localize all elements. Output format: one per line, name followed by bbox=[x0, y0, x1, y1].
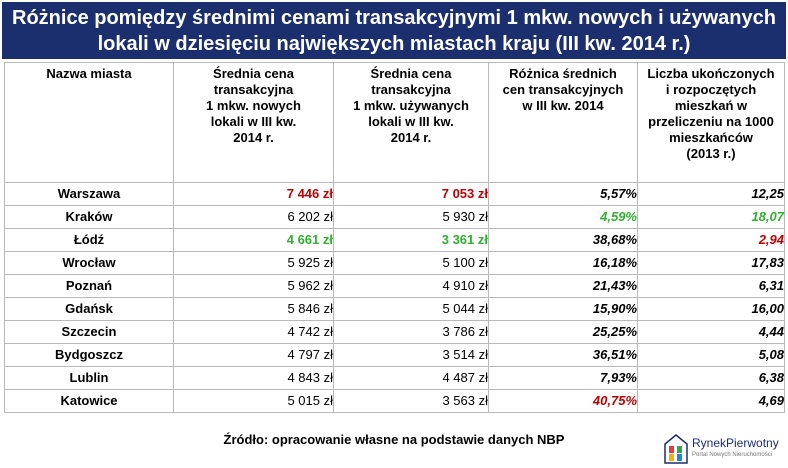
title-line-1: Różnice pomiędzy średnimi cenami transak… bbox=[12, 6, 776, 29]
table-row: Lublin 4 843 zł 4 487 zł 7,93% 6,38 bbox=[4, 366, 785, 390]
cell-flats: 6,38 bbox=[637, 366, 785, 390]
cell-flats: 5,08 bbox=[637, 343, 785, 367]
cell-flats: 12,25 bbox=[637, 182, 785, 206]
city-name: Kraków bbox=[4, 205, 174, 229]
column-header-line: mieszkańców bbox=[669, 130, 753, 145]
cell-new-price: 4 661 zł bbox=[173, 228, 334, 252]
cell-used-price: 3 563 zł bbox=[333, 389, 489, 413]
cell-new-price: 7 446 zł bbox=[173, 182, 334, 206]
column-header-line: cen transakcyjnych bbox=[502, 82, 624, 97]
table-row: Szczecin 4 742 zł 3 786 zł 25,25% 4,44 bbox=[4, 320, 785, 344]
cell-diff: 40,75% bbox=[488, 389, 638, 413]
cell-flats: 17,83 bbox=[637, 251, 785, 275]
column-header-line: transakcyjna bbox=[371, 82, 451, 97]
column-header-line: transakcyjna bbox=[213, 82, 294, 97]
cell-new-price: 5 015 zł bbox=[173, 389, 334, 413]
cell-new-price: 5 925 zł bbox=[173, 251, 334, 275]
cell-flats: 18,07 bbox=[637, 205, 785, 229]
column-header-line: lokali w III kw. bbox=[368, 114, 454, 129]
column-header-line: 2014 r. bbox=[233, 130, 274, 145]
cell-new-price: 6 202 zł bbox=[173, 205, 334, 229]
cell-new-price: 5 846 zł bbox=[173, 297, 334, 321]
table-row: Gdańsk 5 846 zł 5 044 zł 15,90% 16,00 bbox=[4, 297, 785, 321]
column-header-line: 2014 r. bbox=[390, 130, 432, 145]
cell-flats: 4,69 bbox=[637, 389, 785, 413]
city-name: Bydgoszcz bbox=[4, 343, 174, 367]
city-name: Gdańsk bbox=[4, 297, 174, 321]
column-header-2: Średnia cena transakcyjna 1 mkw. używanych… bbox=[333, 62, 489, 183]
column-header-0: Nazwa miasta bbox=[4, 62, 174, 183]
column-header-4: Liczba ukończonych i rozpoczętych mieszkań… bbox=[637, 62, 785, 183]
city-name: Szczecin bbox=[4, 320, 174, 344]
cell-flats: 2,94 bbox=[637, 228, 785, 252]
source-note: Źródło: opracowanie własne na podstawie … bbox=[223, 432, 565, 447]
cell-used-price: 3 361 zł bbox=[333, 228, 489, 252]
column-header-line: 1 mkw. używanych bbox=[353, 98, 469, 113]
cell-diff: 15,90% bbox=[488, 297, 638, 321]
cell-used-price: 4 910 zł bbox=[333, 274, 489, 298]
column-header-line: lokali w III kw. bbox=[210, 114, 297, 129]
cell-used-price: 3 786 zł bbox=[333, 320, 489, 344]
cell-diff: 21,43% bbox=[488, 274, 638, 298]
cell-diff: 36,51% bbox=[488, 343, 638, 367]
city-name: Łódź bbox=[4, 228, 174, 252]
cell-new-price: 4 742 zł bbox=[173, 320, 334, 344]
table-row: Warszawa 7 446 zł 7 053 zł 5,57% 12,25 bbox=[4, 182, 785, 206]
column-header-line: i rozpoczętych bbox=[665, 82, 757, 97]
cell-new-price: 4 797 zł bbox=[173, 343, 334, 367]
cell-diff: 5,57% bbox=[488, 182, 638, 206]
house-icon bbox=[664, 434, 688, 464]
cell-diff: 25,25% bbox=[488, 320, 638, 344]
cell-used-price: 4 487 zł bbox=[333, 366, 489, 390]
logo-tagline: Portal Nowych Nieruchomości bbox=[692, 452, 773, 458]
cell-new-price: 5 962 zł bbox=[173, 274, 334, 298]
table-row: Łódź 4 661 zł 3 361 zł 38,68% 2,94 bbox=[4, 228, 785, 252]
column-header-line: przeliczeniu na 1000 bbox=[648, 114, 774, 129]
cell-flats: 4,44 bbox=[637, 320, 785, 344]
column-header-line: mieszkań w bbox=[674, 98, 748, 113]
column-header-3: Różnica średnich cen transakcyjnych w III … bbox=[488, 62, 638, 183]
title-line-2: lokali w dziesięciu największych miastac… bbox=[97, 32, 691, 55]
cell-used-price: 5 100 zł bbox=[333, 251, 489, 275]
table-title: Różnice pomiędzy średnimi cenami transak… bbox=[2, 2, 786, 59]
table-row: Bydgoszcz 4 797 zł 3 514 zł 36,51% 5,08 bbox=[4, 343, 785, 367]
column-header-line: Nazwa miasta bbox=[46, 66, 132, 81]
price-table: Nazwa miasta Średnia cena transakcyjna 1 mk… bbox=[4, 62, 785, 413]
column-header-line: Średnia cena bbox=[213, 66, 294, 81]
column-header-line: Liczba ukończonych bbox=[647, 66, 775, 81]
cell-used-price: 5 930 zł bbox=[333, 205, 489, 229]
cell-diff: 16,18% bbox=[488, 251, 638, 275]
cell-diff: 38,68% bbox=[488, 228, 638, 252]
city-name: Lublin bbox=[4, 366, 174, 390]
cell-flats: 6,31 bbox=[637, 274, 785, 298]
column-header-1: Średnia cena transakcyjna 1 mkw. nowych lok… bbox=[173, 62, 334, 183]
table-row: Poznań 5 962 zł 4 910 zł 21,43% 6,31 bbox=[4, 274, 785, 298]
table-row: Katowice 5 015 zł 3 563 zł 40,75% 4,69 bbox=[4, 389, 785, 413]
column-header-line: w III kw. 2014 bbox=[522, 98, 604, 113]
city-name: Poznań bbox=[4, 274, 174, 298]
logo-name: RynekPierwotny bbox=[692, 436, 779, 450]
cell-used-price: 5 044 zł bbox=[333, 297, 489, 321]
header-row: Nazwa miasta Średnia cena transakcyjna 1 mk… bbox=[4, 62, 785, 183]
cell-new-price: 4 843 zł bbox=[173, 366, 334, 390]
city-name: Katowice bbox=[4, 389, 174, 413]
cell-flats: 16,00 bbox=[637, 297, 785, 321]
cell-used-price: 3 514 zł bbox=[333, 343, 489, 367]
cell-diff: 7,93% bbox=[488, 366, 638, 390]
column-header-line: Różnica średnich bbox=[509, 66, 617, 81]
column-header-line: 1 mkw. nowych bbox=[206, 98, 301, 113]
cell-diff: 4,59% bbox=[488, 205, 638, 229]
table-body: Warszawa 7 446 zł 7 053 zł 5,57% 12,25 Kraków… bbox=[4, 182, 785, 413]
cell-used-price: 7 053 zł bbox=[333, 182, 489, 206]
column-header-line: (2013 r.) bbox=[686, 146, 736, 161]
city-name: Warszawa bbox=[4, 182, 174, 206]
column-header-line: Średnia cena bbox=[370, 66, 452, 81]
city-name: Wrocław bbox=[4, 251, 174, 275]
table-row: Kraków 6 202 zł 5 930 zł 4,59% 18,07 bbox=[4, 205, 785, 229]
logo: RynekPierwotny Portal Nowych Nieruchomoś… bbox=[664, 432, 784, 466]
table-row: Wrocław 5 925 zł 5 100 zł 16,18% 17,83 bbox=[4, 251, 785, 275]
